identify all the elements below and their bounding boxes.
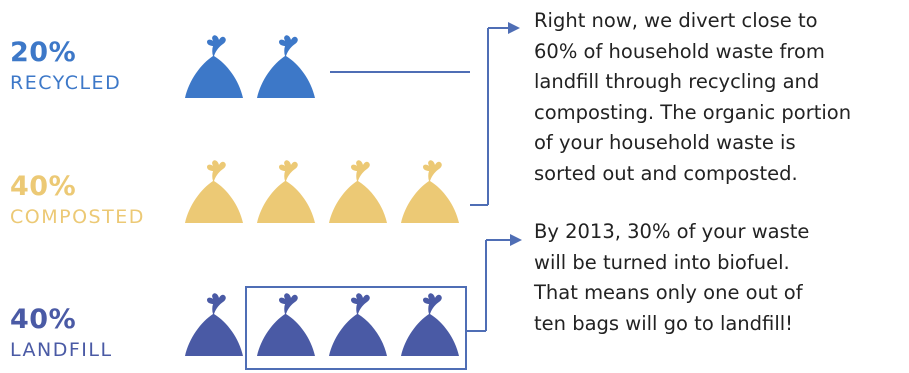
annotation-now: Right now, we divert close to 60% of hous… — [534, 6, 851, 189]
composted-bag-icon — [327, 157, 389, 223]
landfill-bag-icon — [255, 290, 317, 356]
now-arrow-head — [508, 22, 520, 34]
composted-percent: 40% — [10, 171, 77, 202]
annotation-future-line-4: ten bags will go to landfill! — [534, 311, 793, 335]
landfill-percent: 40% — [10, 304, 77, 335]
recycled-bag-icon — [183, 32, 245, 98]
annotation-now-line-3: landfill through recycling and — [534, 70, 820, 93]
landfill-bag-icon — [183, 290, 245, 356]
landfill-bag-icon — [399, 290, 461, 356]
annotation-now-line-4: composting. The organic portion — [534, 100, 852, 124]
category-composted: 40% COMPOSTED — [10, 172, 145, 229]
composted-bag-icon — [255, 157, 317, 223]
annotation-future-line-3: That means only one out of — [534, 281, 803, 304]
annotation-future: By 2013, 30% of your waste will be turned… — [534, 217, 809, 339]
recycled-bag-icon — [255, 32, 317, 98]
composted-label: COMPOSTED — [10, 206, 145, 228]
composted-bag-icon — [183, 157, 245, 223]
recycled-percent: 20% — [10, 37, 77, 68]
category-recycled: 20% RECYCLED — [10, 38, 121, 95]
composted-bag-icon — [399, 157, 461, 223]
recycled-label: RECYCLED — [10, 72, 122, 94]
annotation-now-line-2: 60% of household waste from — [534, 39, 825, 63]
annotation-future-line-2: will be turned into biofuel. — [534, 250, 790, 274]
annotation-now-line-1: Right now, we divert close to — [534, 9, 818, 32]
future-arrow-head — [510, 234, 522, 246]
annotation-now-line-5: of your household waste is — [534, 131, 796, 154]
landfill-label: LANDFILL — [10, 339, 113, 361]
category-landfill: 40% LANDFILL — [10, 305, 113, 362]
annotation-future-line-1: By 2013, 30% of your waste — [534, 220, 810, 243]
landfill-highlight-box — [245, 286, 467, 370]
annotation-now-line-6: sorted out and composted. — [534, 161, 798, 185]
landfill-bag-icon — [327, 290, 389, 356]
